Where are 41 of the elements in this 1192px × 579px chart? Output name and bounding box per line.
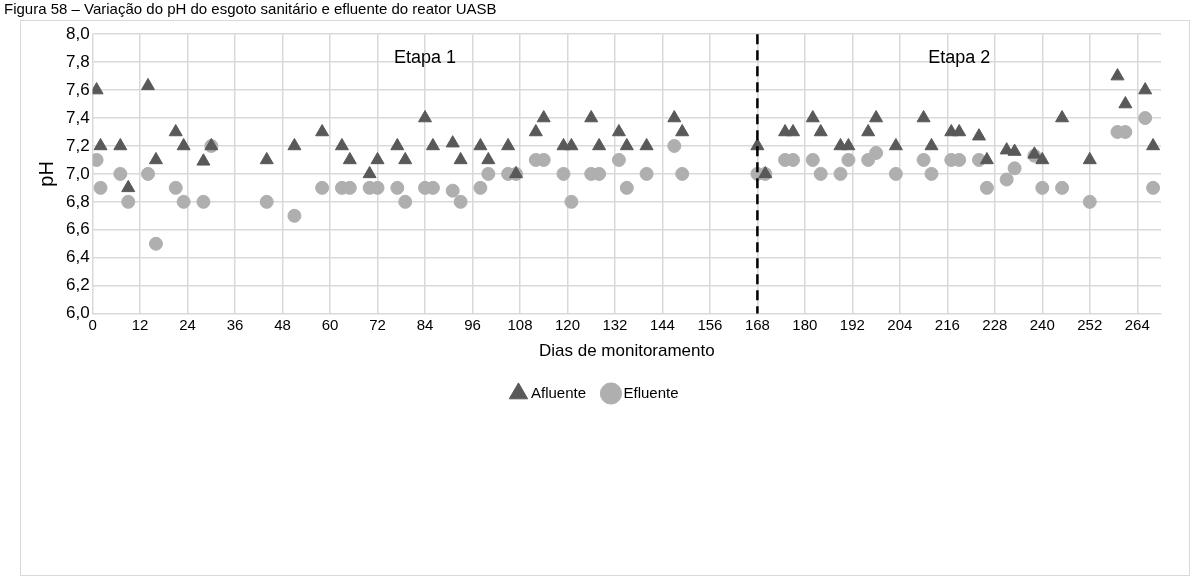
y-tick-label: 6,4 bbox=[65, 247, 90, 267]
x-tick-label: 192 bbox=[839, 315, 865, 333]
y-tick-label: 6,8 bbox=[65, 191, 90, 211]
y-tick-label: 7,2 bbox=[65, 135, 90, 155]
y-tick-label: 6,6 bbox=[65, 219, 90, 239]
x-tick-label: 108 bbox=[507, 315, 533, 333]
x-tick-label: 12 bbox=[131, 315, 149, 333]
y-tick-label: 6,2 bbox=[65, 275, 90, 295]
x-tick-label: 60 bbox=[321, 315, 339, 333]
y-tick-label: 7,0 bbox=[65, 163, 90, 183]
x-tick-label: 144 bbox=[649, 315, 675, 333]
y-tick-label: 7,6 bbox=[65, 79, 90, 99]
annotation: Etapa 2 bbox=[928, 47, 991, 68]
x-tick-label: 0 bbox=[88, 315, 97, 333]
x-tick-label: 72 bbox=[369, 315, 386, 333]
y-axis-title: pH bbox=[34, 161, 57, 187]
legend-label: Efluente bbox=[623, 383, 679, 401]
x-tick-label: 96 bbox=[464, 315, 481, 333]
y-tick-label: 6,0 bbox=[65, 303, 90, 323]
y-tick-label: 7,4 bbox=[65, 107, 90, 127]
x-tick-label: 48 bbox=[274, 315, 291, 333]
x-tick-label: 240 bbox=[1029, 315, 1055, 333]
x-tick-label: 36 bbox=[226, 315, 244, 333]
y-tick-label: 8,0 bbox=[65, 23, 90, 43]
legend-label: Afluente bbox=[530, 383, 587, 401]
x-tick-label: 84 bbox=[416, 315, 434, 333]
x-tick-label: 264 bbox=[1124, 315, 1150, 333]
x-axis-title: Dias de monitoramento bbox=[538, 341, 715, 361]
x-tick-label: 180 bbox=[792, 315, 818, 333]
x-tick-label: 204 bbox=[887, 315, 913, 333]
x-tick-label: 24 bbox=[179, 315, 196, 333]
x-tick-label: 156 bbox=[697, 315, 723, 333]
x-tick-label: 228 bbox=[982, 315, 1008, 333]
x-tick-label: 216 bbox=[934, 315, 960, 333]
annotation: Etapa 1 bbox=[393, 47, 457, 68]
chart-title: Figura 58 – Variação do pH do esgoto sanitário e efluente do reator UASB bbox=[4, 0, 497, 17]
x-tick-label: 120 bbox=[554, 315, 580, 333]
x-tick-label: 132 bbox=[602, 315, 628, 333]
y-tick-label: 7,8 bbox=[65, 51, 90, 71]
x-tick-label: 252 bbox=[1077, 315, 1103, 333]
x-tick-label: 168 bbox=[744, 315, 770, 333]
